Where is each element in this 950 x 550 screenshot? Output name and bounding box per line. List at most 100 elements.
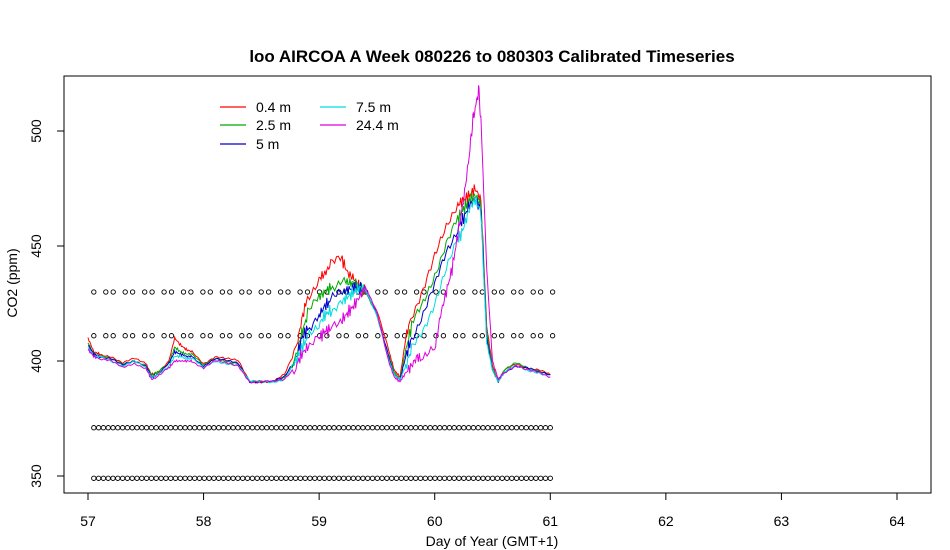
marker-point: [518, 333, 524, 339]
marker-point: [504, 475, 510, 481]
marker-point: [129, 333, 136, 339]
marker-point: [533, 475, 539, 481]
marker-point: [134, 475, 140, 481]
marker-point: [307, 425, 313, 431]
marker-point: [168, 425, 174, 431]
legend-label: 2.5 m: [256, 117, 291, 133]
marker-point: [394, 289, 400, 295]
marker-point: [91, 289, 97, 295]
marker-point: [363, 333, 369, 339]
marker-point: [460, 333, 466, 339]
marker-point: [324, 333, 330, 339]
marker-point: [413, 289, 420, 295]
marker-point: [331, 425, 337, 431]
legend-label: 7.5 m: [356, 99, 391, 115]
marker-point: [461, 425, 467, 431]
marker-point: [485, 425, 491, 431]
marker-point: [244, 475, 251, 481]
marker-point: [129, 425, 135, 431]
marker-point: [413, 475, 419, 481]
marker-point: [283, 475, 289, 481]
marker-point: [461, 475, 467, 481]
marker-point: [465, 425, 472, 431]
marker-point: [538, 425, 544, 431]
marker-point: [499, 425, 505, 431]
marker-point: [509, 425, 515, 431]
x-tick-label: 64: [889, 513, 905, 529]
marker-point: [336, 425, 342, 431]
marker-point: [292, 425, 299, 431]
x-axis-label: Day of Year (GMT+1): [426, 533, 559, 549]
marker-point: [509, 475, 515, 481]
marker-point: [365, 475, 371, 481]
marker-point: [460, 289, 466, 295]
marker-point: [384, 425, 390, 431]
marker-point: [375, 333, 381, 339]
marker-point: [180, 333, 187, 339]
marker-point: [297, 425, 304, 431]
marker-point: [341, 475, 347, 481]
marker-point: [206, 425, 212, 431]
marker-point: [273, 475, 280, 481]
plot-frame: [63, 75, 932, 494]
marker-point: [129, 475, 135, 481]
marker-point: [149, 289, 155, 295]
x-tick-label: 57: [80, 513, 96, 529]
marker-point: [360, 425, 366, 431]
marker-point: [264, 425, 270, 431]
x-tick-label: 59: [311, 513, 327, 529]
marker-point: [100, 425, 107, 431]
marker-point: [401, 333, 408, 339]
marker-point: [225, 475, 231, 481]
marker-point: [345, 475, 352, 481]
marker-point: [134, 425, 140, 431]
marker-point: [201, 475, 207, 481]
marker-point: [374, 475, 380, 481]
marker-point: [142, 289, 148, 295]
marker-point: [153, 475, 159, 481]
marker-point: [321, 425, 328, 431]
y-tick-label: 400: [28, 349, 44, 373]
marker-point: [273, 425, 280, 431]
marker-point: [168, 475, 174, 481]
marker-point: [441, 425, 448, 431]
marker-point: [119, 475, 126, 481]
marker-point: [422, 475, 428, 481]
marker-point: [369, 425, 376, 431]
marker-point: [511, 289, 517, 295]
marker-point: [297, 289, 303, 295]
marker-point: [341, 425, 347, 431]
marker-point: [115, 475, 121, 481]
marker-point: [369, 475, 376, 481]
marker-point: [393, 425, 400, 431]
marker-point: [129, 289, 136, 295]
y-tick-label: 500: [28, 119, 44, 143]
marker-point: [278, 475, 284, 481]
marker-point: [479, 333, 485, 339]
marker-point: [172, 425, 179, 431]
marker-point: [451, 475, 457, 481]
marker-point: [239, 289, 245, 295]
marker-point: [440, 333, 447, 339]
marker-point: [211, 425, 217, 431]
marker-point: [259, 475, 265, 481]
marker-point: [326, 425, 332, 431]
marker-point: [211, 475, 217, 481]
marker-point: [196, 475, 203, 481]
marker-point: [417, 475, 424, 481]
marker-point: [235, 475, 241, 481]
marker-point: [219, 289, 226, 295]
marker-point: [456, 475, 462, 481]
marker-point: [148, 475, 155, 481]
marker-point: [216, 475, 222, 481]
marker-point: [268, 475, 275, 481]
marker-point: [528, 475, 534, 481]
marker-point: [285, 289, 291, 295]
marker-point: [158, 425, 164, 431]
marker-point: [95, 475, 102, 481]
marker-point: [365, 425, 371, 431]
marker-point: [504, 425, 510, 431]
marker-point: [91, 475, 97, 481]
marker-point: [258, 333, 264, 339]
